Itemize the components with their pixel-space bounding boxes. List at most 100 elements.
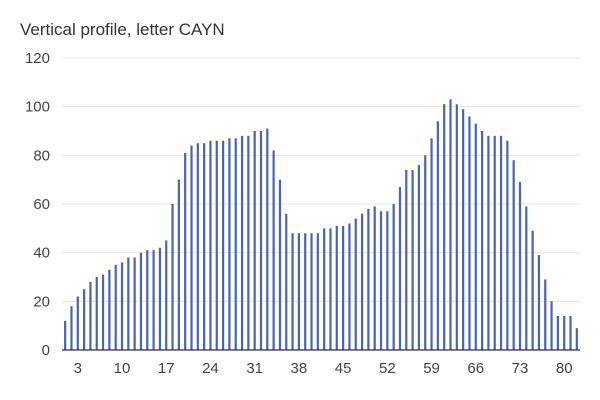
bar bbox=[177, 179, 180, 350]
bar bbox=[424, 155, 427, 350]
bar bbox=[544, 279, 547, 350]
bar bbox=[436, 121, 439, 351]
x-tick-label: 38 bbox=[291, 360, 308, 377]
y-tick-label: 40 bbox=[33, 245, 50, 262]
bar bbox=[196, 143, 199, 350]
bar bbox=[405, 169, 408, 350]
bar bbox=[203, 143, 206, 350]
bar bbox=[556, 315, 559, 350]
x-tick-label: 31 bbox=[246, 360, 263, 377]
bar bbox=[259, 131, 263, 350]
x-tick-label: 52 bbox=[379, 360, 396, 377]
bar bbox=[531, 230, 534, 350]
bar bbox=[127, 257, 130, 350]
bar bbox=[114, 264, 117, 350]
bar bbox=[89, 281, 92, 350]
bar bbox=[411, 169, 414, 350]
bar bbox=[323, 228, 326, 350]
bar bbox=[146, 250, 149, 350]
bar bbox=[120, 262, 124, 350]
bar bbox=[228, 138, 231, 350]
bar bbox=[64, 320, 67, 350]
x-tick-label: 45 bbox=[335, 360, 352, 377]
bars bbox=[64, 99, 578, 351]
bar bbox=[506, 140, 509, 350]
bar bbox=[247, 135, 250, 350]
bar bbox=[563, 315, 566, 350]
bar bbox=[133, 257, 136, 350]
x-tick-label: 3 bbox=[74, 360, 82, 377]
gridlines bbox=[62, 57, 580, 302]
bar bbox=[474, 123, 477, 350]
bar bbox=[139, 252, 143, 350]
bar bbox=[95, 277, 98, 350]
bar bbox=[487, 135, 490, 350]
bar bbox=[512, 160, 515, 350]
x-tick-label: 17 bbox=[158, 360, 175, 377]
bar bbox=[367, 208, 370, 350]
bar bbox=[310, 233, 313, 350]
bar bbox=[348, 223, 351, 350]
bar bbox=[360, 213, 364, 350]
bar bbox=[234, 138, 237, 350]
bar bbox=[386, 211, 389, 350]
bar bbox=[525, 206, 528, 350]
bar bbox=[285, 213, 288, 350]
bar bbox=[518, 182, 522, 350]
x-tick-label: 59 bbox=[423, 360, 440, 377]
bar bbox=[462, 109, 465, 350]
bar bbox=[76, 296, 79, 350]
bar bbox=[101, 274, 105, 350]
bar bbox=[449, 99, 452, 351]
bar bbox=[392, 204, 395, 350]
bar bbox=[342, 225, 345, 350]
bar bbox=[499, 135, 503, 350]
bar bbox=[291, 233, 294, 350]
y-tick-label: 120 bbox=[25, 50, 50, 67]
bar bbox=[221, 140, 225, 350]
bar bbox=[373, 206, 376, 350]
x-tick-label: 80 bbox=[556, 360, 573, 377]
bar bbox=[569, 315, 572, 350]
bar bbox=[575, 328, 578, 350]
x-axis-tick-labels: 3 10 17 24 31 38 45 52 59 66 73 80 bbox=[74, 360, 573, 377]
bar bbox=[354, 218, 357, 350]
x-tick-label: 10 bbox=[114, 360, 131, 377]
bar bbox=[152, 250, 155, 350]
bar bbox=[171, 204, 174, 350]
bar bbox=[537, 255, 541, 350]
y-axis-tick-labels: 0 20 40 60 80 100 120 bbox=[25, 50, 50, 359]
bar bbox=[278, 179, 282, 350]
bar bbox=[493, 135, 496, 350]
chart-title: Vertical profile, letter CAYN bbox=[20, 20, 225, 39]
bar bbox=[443, 104, 446, 350]
bar bbox=[108, 269, 111, 350]
bar bbox=[304, 233, 307, 350]
bar bbox=[335, 225, 338, 350]
bar bbox=[430, 138, 433, 350]
bar bbox=[272, 150, 275, 350]
x-tick-label: 73 bbox=[512, 360, 529, 377]
bar bbox=[468, 116, 471, 351]
bar bbox=[240, 135, 244, 350]
y-tick-label: 80 bbox=[33, 147, 50, 164]
bar bbox=[455, 104, 458, 350]
bar bbox=[215, 140, 218, 350]
y-tick-label: 0 bbox=[42, 342, 50, 359]
bar bbox=[266, 128, 269, 350]
bar bbox=[190, 145, 193, 350]
bar bbox=[70, 306, 73, 350]
y-tick-label: 20 bbox=[33, 293, 50, 310]
y-tick-label: 100 bbox=[25, 99, 50, 116]
x-tick-label: 24 bbox=[202, 360, 219, 377]
x-tick-label: 66 bbox=[467, 360, 484, 377]
bar bbox=[316, 233, 319, 350]
bar bbox=[398, 186, 402, 350]
bar bbox=[83, 289, 86, 350]
bar bbox=[158, 247, 162, 350]
bar bbox=[329, 228, 332, 350]
bar bbox=[379, 211, 383, 350]
bar bbox=[297, 233, 300, 350]
bar bbox=[550, 301, 553, 350]
